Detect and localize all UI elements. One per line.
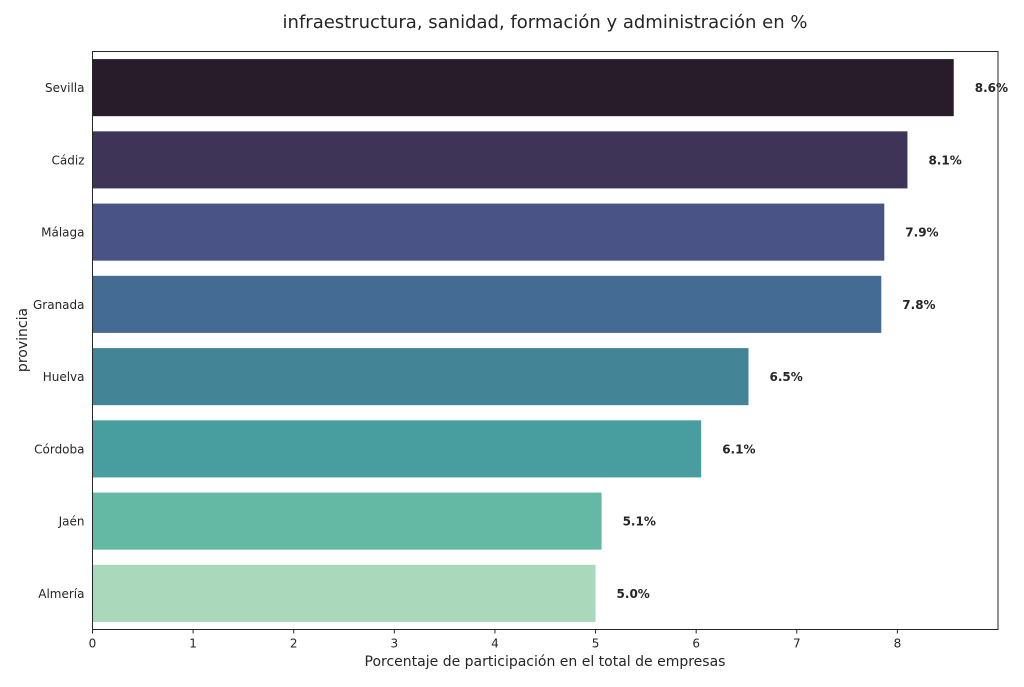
- x-tick-label: 6: [692, 637, 700, 651]
- bar-jaén: [92, 492, 602, 550]
- bar-córdoba: [92, 420, 702, 478]
- data-label: 5.0%: [617, 587, 650, 601]
- x-tick-label: 2: [290, 637, 298, 651]
- y-tick-label: Jaén: [58, 515, 85, 529]
- data-label: 8.6%: [975, 81, 1008, 95]
- x-tick-label: 4: [491, 637, 499, 651]
- x-tick-label: 1: [189, 637, 197, 651]
- data-label: 7.9%: [905, 226, 938, 240]
- chart-title: infraestructura, sanidad, formación y ad…: [283, 12, 808, 33]
- bar-sevilla: [92, 59, 954, 117]
- data-label: 8.1%: [928, 153, 961, 167]
- data-label: 6.5%: [769, 370, 802, 384]
- y-tick-label: Córdoba: [34, 442, 84, 456]
- bar-huelva: [92, 348, 749, 406]
- y-tick-label: Huelva: [43, 370, 85, 384]
- x-tick-label: 7: [793, 637, 801, 651]
- x-tick-label: 0: [89, 637, 97, 651]
- data-label: 6.1%: [722, 442, 755, 456]
- y-tick-label: Sevilla: [45, 81, 84, 95]
- data-label: 5.1%: [623, 515, 656, 529]
- bar-cádiz: [92, 131, 908, 189]
- bar-granada: [92, 275, 882, 333]
- x-tick-label: 8: [894, 637, 902, 651]
- y-tick-label: Cádiz: [52, 153, 85, 167]
- data-label: 7.8%: [902, 298, 935, 312]
- y-tick-label: Granada: [33, 298, 85, 312]
- plot-frame: [92, 51, 999, 630]
- x-tick-label: 5: [592, 637, 600, 651]
- bar-málaga: [92, 203, 885, 261]
- y-tick-label: Málaga: [41, 226, 84, 240]
- bar-almería: [92, 564, 596, 622]
- x-axis-label: Porcentaje de participación en el total …: [365, 654, 726, 670]
- y-axis-label: provincia: [15, 308, 31, 372]
- y-tick-label: Almería: [38, 587, 84, 601]
- x-tick-label: 3: [391, 637, 399, 651]
